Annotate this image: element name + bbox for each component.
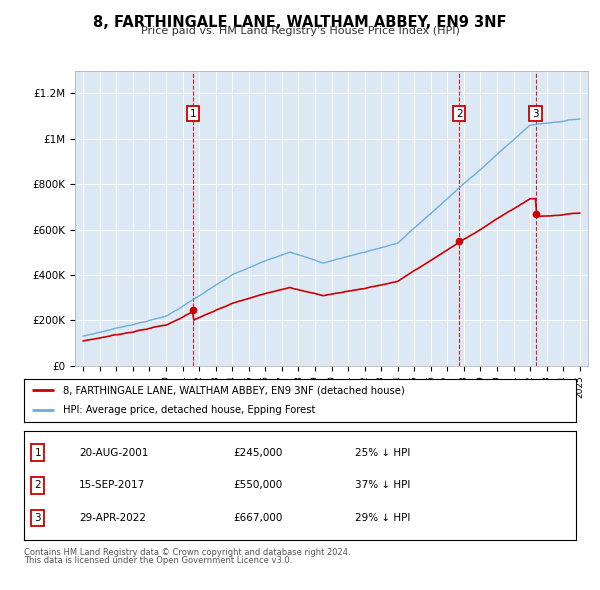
Text: 3: 3 — [34, 513, 41, 523]
Text: 25% ↓ HPI: 25% ↓ HPI — [355, 448, 410, 457]
Text: Contains HM Land Registry data © Crown copyright and database right 2024.: Contains HM Land Registry data © Crown c… — [24, 548, 350, 556]
Text: 20-AUG-2001: 20-AUG-2001 — [79, 448, 149, 457]
Text: £667,000: £667,000 — [234, 513, 283, 523]
Text: 8, FARTHINGALE LANE, WALTHAM ABBEY, EN9 3NF (detached house): 8, FARTHINGALE LANE, WALTHAM ABBEY, EN9 … — [62, 385, 404, 395]
Text: 15-SEP-2017: 15-SEP-2017 — [79, 480, 145, 490]
Text: 8, FARTHINGALE LANE, WALTHAM ABBEY, EN9 3NF: 8, FARTHINGALE LANE, WALTHAM ABBEY, EN9 … — [93, 15, 507, 30]
Text: £550,000: £550,000 — [234, 480, 283, 490]
Text: 29-APR-2022: 29-APR-2022 — [79, 513, 146, 523]
Text: This data is licensed under the Open Government Licence v3.0.: This data is licensed under the Open Gov… — [24, 556, 292, 565]
Text: HPI: Average price, detached house, Epping Forest: HPI: Average price, detached house, Eppi… — [62, 405, 315, 415]
Text: 2: 2 — [456, 109, 463, 119]
Text: 29% ↓ HPI: 29% ↓ HPI — [355, 513, 410, 523]
Text: 2: 2 — [34, 480, 41, 490]
Text: 3: 3 — [532, 109, 539, 119]
Text: 1: 1 — [34, 448, 41, 457]
Text: 1: 1 — [190, 109, 196, 119]
Text: £245,000: £245,000 — [234, 448, 283, 457]
Text: 37% ↓ HPI: 37% ↓ HPI — [355, 480, 410, 490]
Text: Price paid vs. HM Land Registry's House Price Index (HPI): Price paid vs. HM Land Registry's House … — [140, 26, 460, 36]
